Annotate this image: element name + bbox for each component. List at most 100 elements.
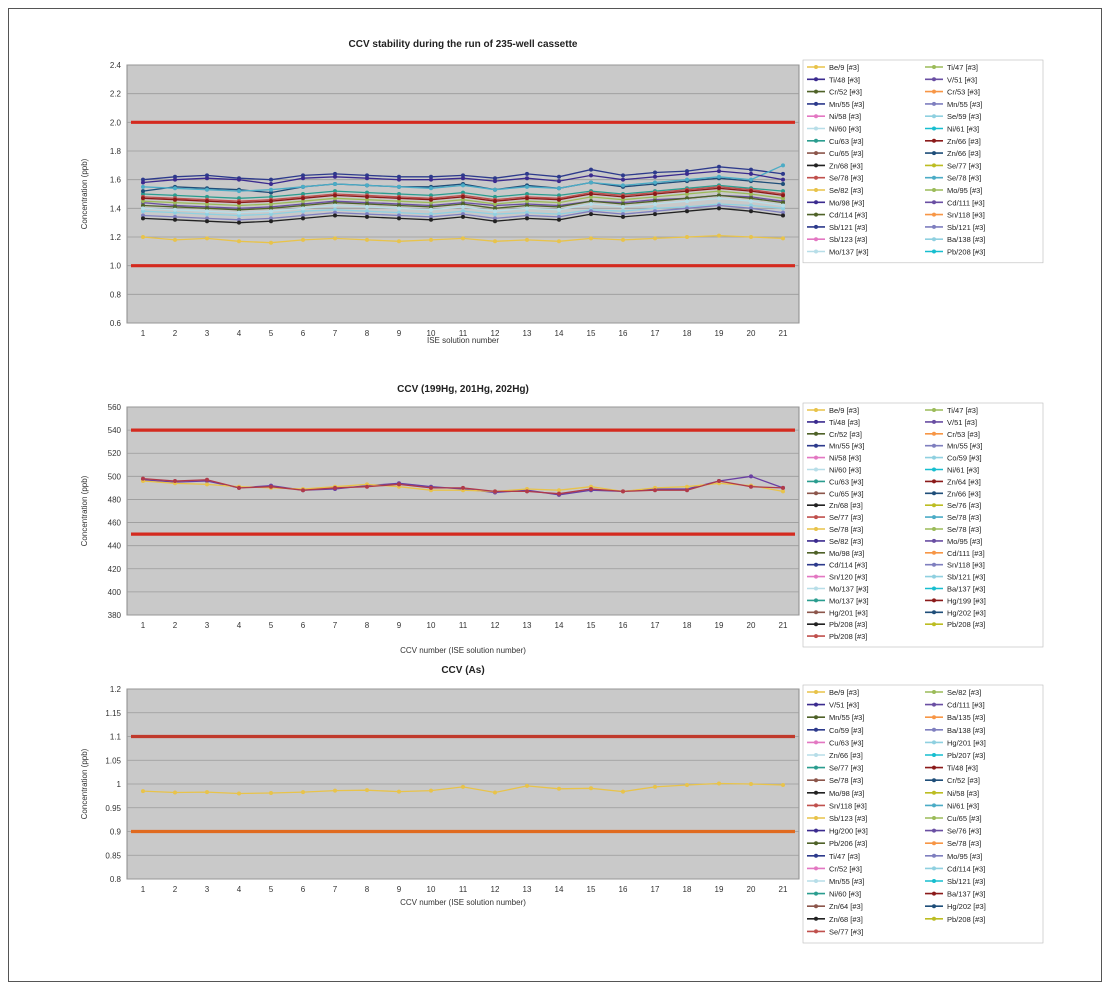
x-tick-label: 7: [333, 621, 338, 630]
data-point: [493, 176, 497, 181]
x-tick-label: 2: [173, 621, 178, 630]
data-point: [301, 176, 305, 181]
data-point: [461, 197, 465, 202]
legend-label: Ti/47 [#3]: [947, 406, 978, 415]
data-point: [269, 209, 273, 214]
data-point: [333, 207, 337, 212]
legend-marker: [932, 443, 936, 448]
data-point: [173, 174, 177, 179]
legend-marker: [932, 163, 936, 168]
data-point: [365, 788, 369, 793]
legend-marker: [814, 929, 818, 934]
data-point: [237, 207, 241, 212]
legend-label: Zn/66 [#3]: [947, 137, 981, 146]
data-point: [493, 216, 497, 221]
x-tick-label: 1: [141, 885, 146, 894]
data-point: [525, 203, 529, 208]
data-point: [493, 239, 497, 244]
y-tick-label: 1.4: [110, 204, 122, 213]
x-tick-label: 21: [779, 621, 788, 630]
x-tick-label: 1: [141, 621, 146, 630]
data-point: [557, 786, 561, 791]
data-point: [333, 189, 337, 194]
data-point: [269, 212, 273, 217]
legend-marker: [932, 538, 936, 543]
legend-label: Mn/55 [#3]: [829, 100, 864, 109]
x-tick-label: 17: [651, 621, 660, 630]
y-tick-label: 2.4: [110, 61, 122, 70]
data-point: [205, 199, 209, 204]
data-point: [365, 212, 369, 217]
y-tick-label: 1.6: [110, 176, 122, 185]
data-point: [781, 177, 785, 182]
legend-marker: [814, 101, 818, 106]
y-tick-label: 0.8: [110, 875, 122, 884]
legend-label: Cd/111 [#3]: [947, 701, 985, 710]
x-tick-label: 10: [427, 329, 436, 338]
legend-label: Se/78 [#3]: [947, 174, 981, 183]
x-tick-label: 1: [141, 329, 146, 338]
legend-label: Ba/138 [#3]: [947, 235, 985, 244]
legend-marker: [932, 803, 936, 808]
data-point: [365, 204, 369, 209]
data-point: [365, 190, 369, 195]
data-point: [429, 200, 433, 205]
data-point: [749, 189, 753, 194]
legend-marker: [932, 249, 936, 254]
legend-label: Mn/55 [#3]: [947, 442, 982, 451]
legend-label: Ni/58 [#3]: [829, 112, 861, 121]
data-point: [461, 176, 465, 181]
legend-label: Mo/95 [#3]: [947, 537, 982, 546]
legend-marker: [932, 866, 936, 871]
legend-marker: [932, 237, 936, 242]
data-point: [397, 206, 401, 211]
legend-label: Zn/68 [#3]: [829, 161, 863, 170]
legend-marker: [932, 715, 936, 720]
data-point: [173, 210, 177, 215]
legend-marker: [814, 89, 818, 94]
data-point: [237, 213, 241, 218]
legend-label: Se/76 [#3]: [947, 827, 981, 836]
chart-panel-1: 0.60.81.01.21.41.61.82.02.22.41 2 3 4 5 6 7 8 9 1…: [80, 39, 1044, 345]
legend-label: Be/9 [#3]: [829, 688, 859, 697]
legend-label: Zn/66 [#3]: [829, 751, 863, 760]
data-point: [173, 177, 177, 182]
data-point: [429, 193, 433, 198]
data-point: [557, 207, 561, 212]
data-point: [397, 177, 401, 182]
chart-title: CCV stability during the run of 235-well…: [349, 39, 578, 50]
legend-label: Ba/135 [#3]: [947, 713, 985, 722]
y-tick-label: 1.8: [110, 147, 122, 156]
y-tick-label: 0.6: [110, 319, 122, 328]
data-point: [365, 197, 369, 202]
data-point: [781, 189, 785, 194]
legend-label: Zn/66 [#3]: [947, 489, 981, 498]
data-point: [589, 209, 593, 214]
data-point: [205, 212, 209, 217]
data-point: [749, 167, 753, 172]
data-point: [461, 209, 465, 214]
data-point: [301, 216, 305, 221]
x-tick-label: 14: [555, 329, 564, 338]
legend-marker: [932, 622, 936, 627]
data-point: [525, 176, 529, 181]
legend-marker: [932, 408, 936, 412]
data-point: [461, 202, 465, 207]
data-point: [141, 184, 145, 189]
data-point: [621, 214, 625, 219]
data-point: [237, 791, 241, 796]
data-point: [525, 192, 529, 196]
data-point: [301, 199, 305, 204]
legend-label: Co/59 [#3]: [829, 726, 864, 735]
legend-marker: [932, 503, 936, 508]
data-point: [525, 199, 529, 204]
y-tick-label: 1: [117, 780, 122, 789]
data-point: [653, 488, 657, 493]
data-point: [429, 485, 433, 490]
data-point: [333, 236, 337, 241]
data-point: [685, 196, 689, 201]
legend-label: Zn/68 [#3]: [829, 915, 863, 924]
x-tick-label: 18: [683, 885, 692, 894]
x-tick-label: 21: [779, 329, 788, 338]
